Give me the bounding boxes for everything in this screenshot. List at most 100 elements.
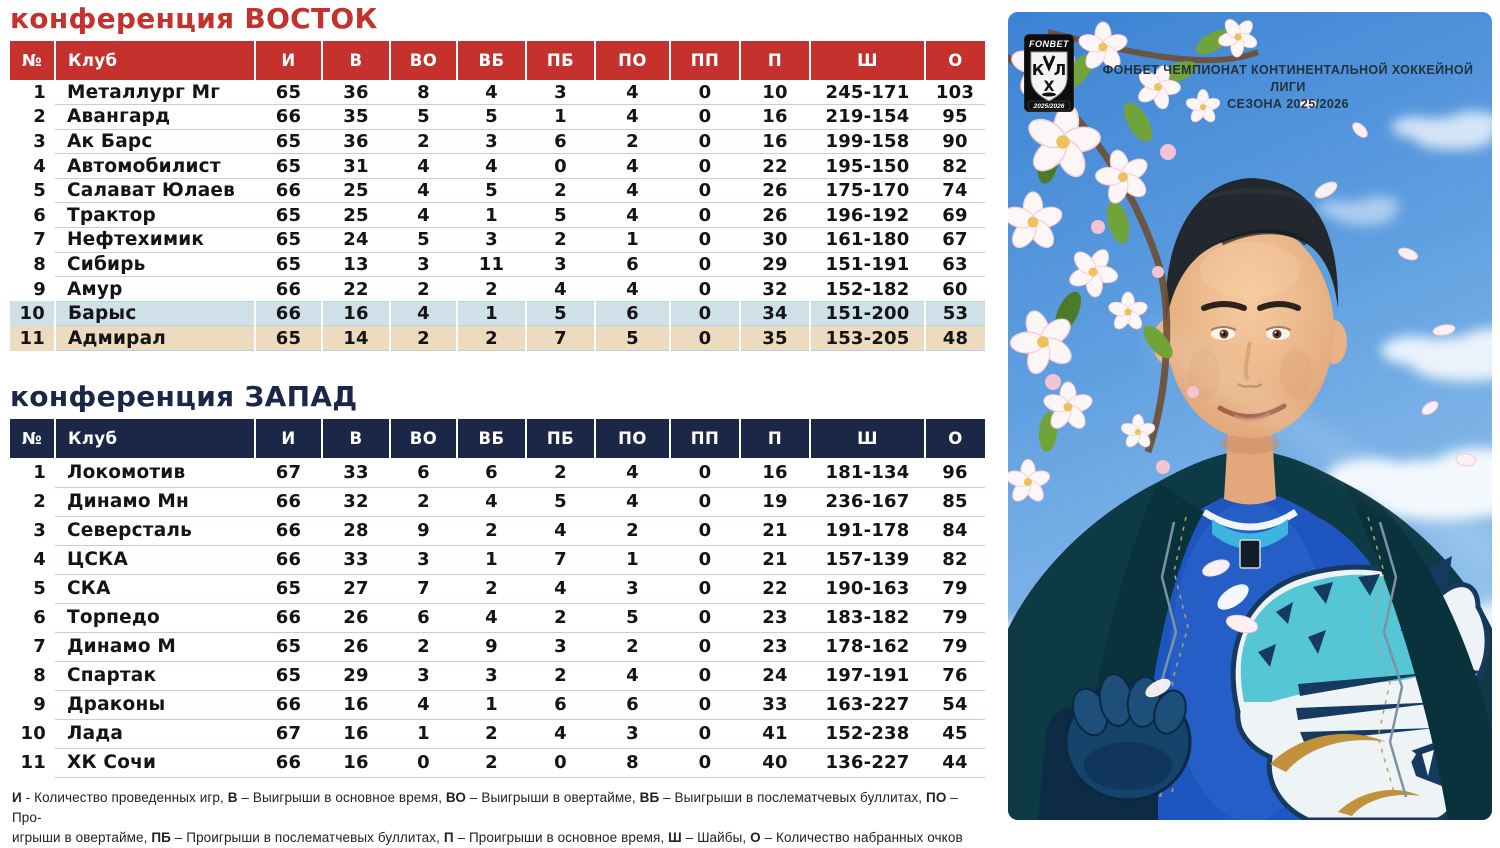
cell-stat: 4 (595, 202, 670, 229)
table-row: 1 Металлург Мг 65 36 8 4 3 4 0 10 245-171 103 (10, 80, 985, 106)
cell-club-name: Трактор (55, 202, 255, 229)
cell-stat: 66 (255, 748, 322, 778)
cell-stat: 2 (526, 227, 595, 253)
cell-stat: 6 (390, 603, 457, 633)
cell-stat: 9 (457, 632, 526, 662)
cell-stat: 6 (595, 690, 670, 720)
cell-stat: 85 (925, 487, 985, 517)
cell-stat: 66 (255, 178, 322, 204)
west-standings-table: № Клуб И В ВО ВБ ПБ ПО ПП П Ш О 1 Локомотив 67 33 6 6 2 4 0 1… (10, 419, 985, 778)
table-row: 8 Сибирь 65 13 3 11 3 6 0 29 151-191 63 (10, 252, 985, 278)
cell-stat: 7 (390, 574, 457, 604)
cell-position: 8 (33, 253, 46, 275)
cell-stat: 4 (457, 80, 526, 106)
jersey-collar-trim (1202, 509, 1298, 531)
cell-club-name: Салават Юлаев (55, 178, 255, 204)
cell-stat: 0 (670, 748, 740, 778)
cell-stat: 24 (322, 227, 390, 253)
cell-stat: 4 (595, 153, 670, 179)
cell-stat: 65 (255, 252, 322, 278)
cell-stat: 2 (526, 178, 595, 204)
eyebrow-left (1201, 301, 1247, 311)
cell-stat: 3 (595, 574, 670, 604)
cell-stat: 84 (925, 516, 985, 546)
cell-stat: 23 (740, 603, 810, 633)
cell-stat: 16 (740, 458, 810, 488)
cell-stat: 103 (925, 80, 985, 106)
cell-stat: 4 (457, 487, 526, 517)
cell-stat: 66 (255, 487, 322, 517)
cell-stat: 3 (526, 252, 595, 278)
cell-stat: 27 (322, 574, 390, 604)
cell-position: 2 (33, 491, 46, 513)
cell-stat: 1 (595, 545, 670, 575)
cell-stat: 152-182 (810, 276, 925, 302)
cell-stat: 4 (457, 153, 526, 179)
cell-stat: 32 (322, 487, 390, 517)
east-standings-table: № Клуб И В ВО ВБ ПБ ПО ПП П Ш О 1 Металлург Мг 65 36 8 4 3… (10, 41, 985, 352)
cell-stat: 6 (595, 252, 670, 278)
cell-stat: 0 (670, 487, 740, 517)
cell-stat: 16 (740, 129, 810, 155)
standings-panel: конференция ВОСТОК № Клуб И В ВО ВБ ПБ ПО ПП П Ш О 1… (10, 2, 985, 848)
cell-stat: 11 (457, 252, 526, 278)
cell-stat: 2 (526, 458, 595, 488)
cell-stat: 66 (255, 104, 322, 130)
cell-stat: 152-238 (810, 719, 925, 749)
cell-stat: 5 (390, 104, 457, 130)
cell-position: 8 (33, 665, 46, 687)
cell-stat: 175-170 (810, 178, 925, 204)
cell-stat: 0 (670, 202, 740, 229)
badge-letter-k: К (1032, 61, 1045, 79)
cell-stat: 236-167 (810, 487, 925, 517)
cell-stat: 31 (322, 153, 390, 179)
cell-stat: 54 (925, 690, 985, 720)
cell-stat: 63 (925, 252, 985, 278)
blossom-branch (1008, 12, 1268, 505)
table-row: 10 Барыс 66 16 4 1 5 6 0 34 151-200 53 (10, 301, 985, 327)
header-row: № Клуб И В ВО ВБ ПБ ПО ПП П Ш О (10, 41, 985, 80)
cell-stat: 0 (670, 458, 740, 488)
cell-club-name: Драконы (55, 690, 255, 720)
cell-stat: 16 (322, 690, 390, 720)
column-header-И: И (255, 419, 323, 459)
cell-stat: 28 (322, 516, 390, 546)
cell-stat: 35 (322, 104, 390, 130)
column-header-№: № (10, 419, 56, 459)
column-header-Клуб: Клуб (55, 41, 256, 80)
cell-stat: 5 (457, 104, 526, 130)
cell-stat: 26 (322, 603, 390, 633)
cell-stat: 2 (457, 325, 527, 352)
cell-stat: 3 (457, 661, 526, 691)
cell-stat: 0 (670, 545, 740, 575)
column-header-Клуб: Клуб (55, 419, 256, 459)
cell-stat: 4 (595, 661, 670, 691)
cell-stat: 5 (595, 325, 671, 352)
cell-position: 7 (33, 229, 46, 251)
cell-position: 2 (33, 106, 46, 128)
cell-stat: 35 (740, 325, 811, 352)
poster-scene (1008, 12, 1492, 820)
cell-stat: 96 (925, 458, 985, 488)
cell-stat: 0 (670, 227, 740, 253)
table-row: 1 Локомотив 67 33 6 6 2 4 0 16 181-134 96 (10, 458, 985, 488)
cell-stat: 67 (255, 458, 322, 488)
cell-club-name: Нефтехимик (55, 227, 255, 253)
cell-club-name: Динамо М (55, 632, 255, 662)
cell-stat: 16 (322, 719, 390, 749)
cell-stat: 23 (740, 632, 810, 662)
cell-position: 3 (33, 130, 46, 152)
cell-stat: 22 (740, 153, 810, 179)
cell-stat: 0 (670, 80, 740, 106)
cell-stat: 14 (322, 325, 391, 352)
cell-stat: 36 (322, 129, 390, 155)
cell-stat: 2 (526, 661, 595, 691)
cell-stat: 4 (595, 487, 670, 517)
cell-club-name: Авангард (55, 104, 255, 130)
table-row: 9 Амур 66 22 2 2 4 4 0 32 152-182 60 (10, 276, 985, 302)
cell-stat: 3 (390, 252, 457, 278)
cell-stat: 5 (526, 487, 595, 517)
table-row: 3 Северсталь 66 28 9 2 4 2 0 21 191-178 84 (10, 516, 985, 546)
table-row: 6 Трактор 65 25 4 1 5 4 0 26 196-192 69 (10, 202, 985, 229)
table-row: 11 ХК Сочи 66 16 0 2 0 8 0 40 136-227 44 (10, 748, 985, 778)
